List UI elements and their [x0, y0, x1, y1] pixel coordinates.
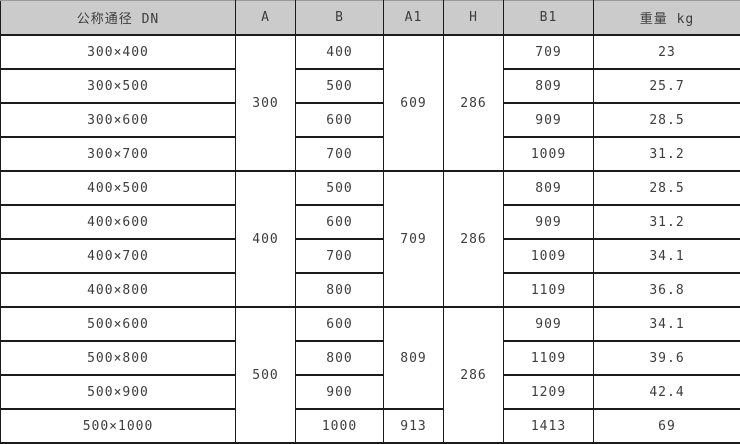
cell-b1: 1109 [504, 273, 594, 307]
cell-b1: 1413 [504, 409, 594, 443]
col-header-a1: A1 [384, 1, 444, 36]
table-row: 500×600 500 600 809 286 909 34.1 [1, 307, 740, 341]
table-row: 500×800 800 1109 39.6 [1, 341, 740, 375]
cell-dn: 400×700 [1, 239, 236, 273]
cell-a1: 609 [384, 35, 444, 171]
cell-b1: 1009 [504, 137, 594, 171]
cell-weight: 34.1 [594, 307, 740, 341]
header-row: 公称通径 DN A B A1 H B1 重量 kg [1, 1, 740, 36]
cell-b1: 909 [504, 307, 594, 341]
cell-weight: 28.5 [594, 171, 740, 205]
cell-a: 300 [236, 35, 296, 171]
cell-b: 700 [296, 239, 384, 273]
cell-b1: 909 [504, 205, 594, 239]
cell-b: 1000 [296, 409, 384, 443]
col-header-h: H [444, 1, 504, 36]
cell-dn: 400×800 [1, 273, 236, 307]
table-row: 300×500 500 809 25.7 [1, 69, 740, 103]
cell-dn: 400×500 [1, 171, 236, 205]
cell-dn: 500×800 [1, 341, 236, 375]
table-row: 300×600 600 909 28.5 [1, 103, 740, 137]
cell-a1: 809 [384, 307, 444, 409]
table-row: 400×700 700 1009 34.1 [1, 239, 740, 273]
cell-a: 400 [236, 171, 296, 307]
cell-b: 800 [296, 273, 384, 307]
cell-a1: 709 [384, 171, 444, 307]
cell-weight: 34.1 [594, 239, 740, 273]
cell-weight: 31.2 [594, 137, 740, 171]
cell-weight: 39.6 [594, 341, 740, 375]
cell-a1: 913 [384, 409, 444, 443]
cell-b: 600 [296, 307, 384, 341]
cell-dn: 500×600 [1, 307, 236, 341]
cell-b: 700 [296, 137, 384, 171]
cell-b: 500 [296, 69, 384, 103]
cell-b: 600 [296, 205, 384, 239]
cell-b: 400 [296, 35, 384, 69]
cell-weight: 42.4 [594, 375, 740, 409]
col-header-b1: B1 [504, 1, 594, 36]
table-row: 300×400 300 400 609 286 709 23 [1, 35, 740, 69]
col-header-b: B [296, 1, 384, 36]
table-row: 500×1000 1000 913 1413 69 [1, 409, 740, 443]
table-row: 400×800 800 1109 36.8 [1, 273, 740, 307]
col-header-a: A [236, 1, 296, 36]
cell-weight: 69 [594, 409, 740, 443]
cell-dn: 500×1000 [1, 409, 236, 443]
cell-a: 500 [236, 307, 296, 443]
cell-h: 286 [444, 307, 504, 443]
table-row: 300×700 700 1009 31.2 [1, 137, 740, 171]
cell-weight: 25.7 [594, 69, 740, 103]
cell-b1: 1009 [504, 239, 594, 273]
cell-weight: 23 [594, 35, 740, 69]
cell-b1: 809 [504, 171, 594, 205]
cell-dn: 300×700 [1, 137, 236, 171]
table-row: 500×900 900 1209 42.4 [1, 375, 740, 409]
cell-b: 800 [296, 341, 384, 375]
table-row: 400×500 400 500 709 286 809 28.5 [1, 171, 740, 205]
cell-dn: 300×400 [1, 35, 236, 69]
cell-b1: 1209 [504, 375, 594, 409]
cell-b1: 909 [504, 103, 594, 137]
cell-h: 286 [444, 35, 504, 171]
cell-b: 600 [296, 103, 384, 137]
cell-dn: 300×500 [1, 69, 236, 103]
cell-dn: 300×600 [1, 103, 236, 137]
cell-weight: 31.2 [594, 205, 740, 239]
cell-b: 900 [296, 375, 384, 409]
cell-b1: 1109 [504, 341, 594, 375]
cell-weight: 28.5 [594, 103, 740, 137]
cell-b1: 709 [504, 35, 594, 69]
cell-dn: 400×600 [1, 205, 236, 239]
cell-weight: 36.8 [594, 273, 740, 307]
cell-b: 500 [296, 171, 384, 205]
cell-b1: 809 [504, 69, 594, 103]
col-header-weight: 重量 kg [594, 1, 740, 36]
cell-dn: 500×900 [1, 375, 236, 409]
cell-h: 286 [444, 171, 504, 307]
table-row: 400×600 600 909 31.2 [1, 205, 740, 239]
col-header-dn: 公称通径 DN [1, 1, 236, 36]
